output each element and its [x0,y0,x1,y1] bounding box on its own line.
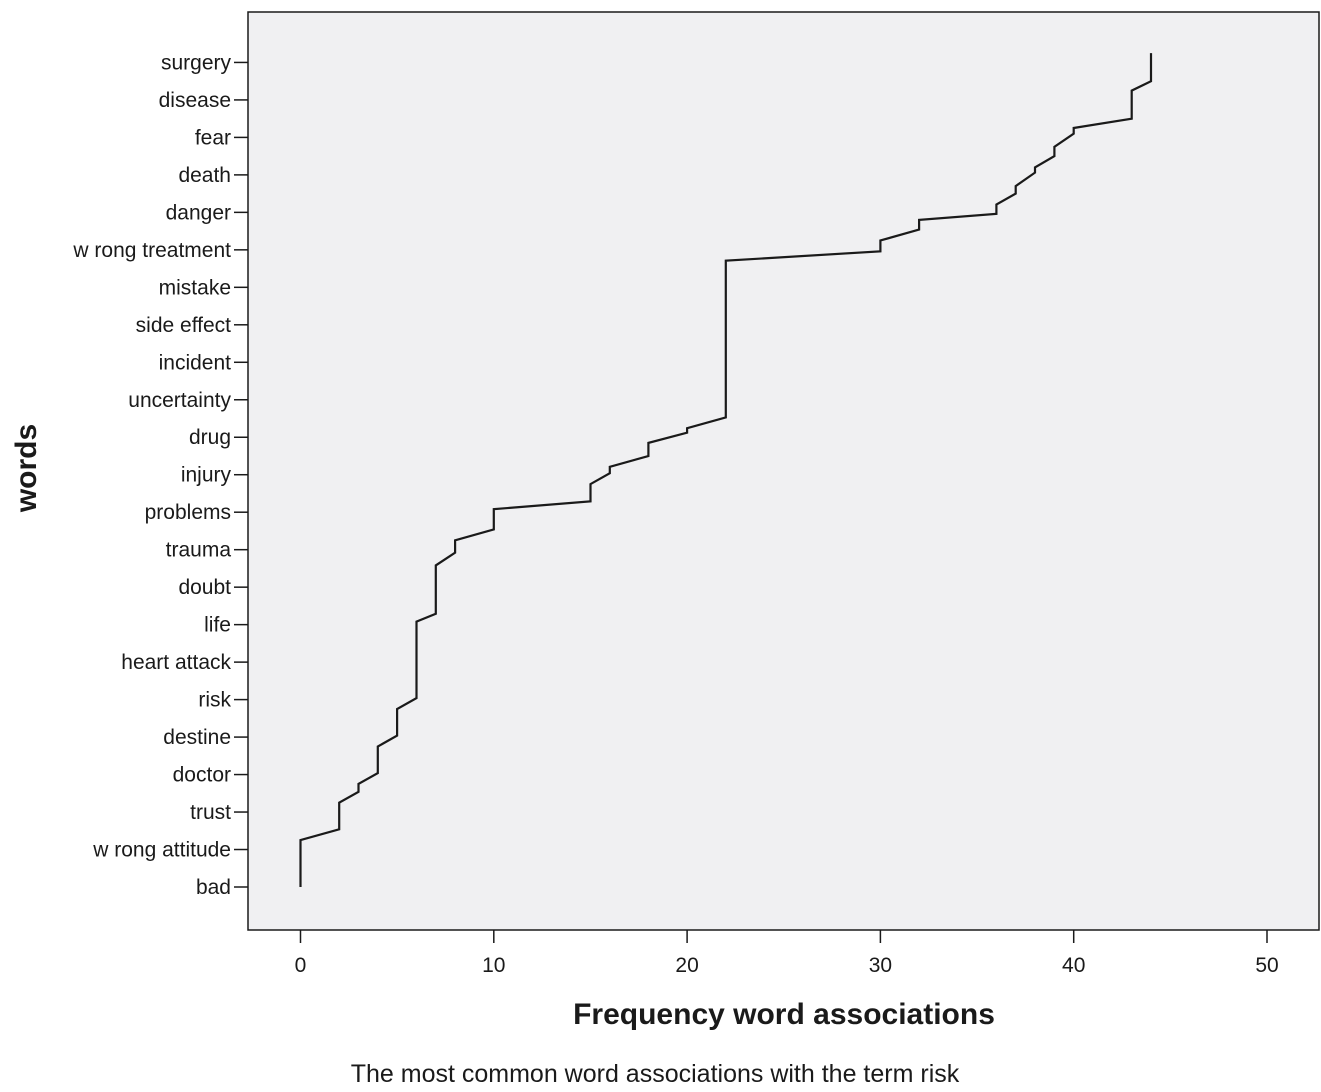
y-tick-label: life [204,614,231,637]
x-tick-label: 10 [482,954,505,977]
y-tick-label: problems [145,501,231,524]
y-tick-label: drug [189,426,231,449]
y-tick-label: w rong treatment [72,239,231,262]
y-axis: bad w rong attitude trust doctor destine risk… [72,51,248,899]
y-tick-label: uncertainty [128,389,231,412]
y-tick-label: bad [196,876,231,899]
x-tick-label: 40 [1062,954,1085,977]
y-tick-label: risk [198,689,231,712]
y-tick-label: fear [195,126,231,149]
y-tick-label: mistake [159,276,231,299]
series-line [299,53,1153,887]
y-tick-label: disease [159,89,231,112]
y-tick-label: w rong attitude [92,839,231,862]
x-tick-label: 50 [1255,954,1278,977]
y-tick-label: death [178,164,231,187]
y-tick-label: doubt [178,576,231,599]
x-tick-label: 0 [295,954,307,977]
y-tick-label: side effect [136,314,232,337]
y-tick-label: incident [159,351,232,374]
plot-area [247,11,1320,931]
x-tick-label: 20 [675,954,698,977]
y-tick-label: injury [181,464,232,487]
y-tick-label: heart attack [121,651,231,674]
y-tick-label: surgery [161,51,232,74]
y-tick-label: doctor [173,764,231,787]
y-tick-label: destine [163,726,231,749]
x-axis-title: Frequency word associations [573,998,995,1031]
y-tick-label: trust [190,801,231,824]
figure-caption: The most common word associations with t… [350,1060,960,1088]
y-tick-label: trauma [166,539,232,562]
x-tick-label: 30 [869,954,892,977]
x-axis: 0 10 20 30 40 50 [295,930,1279,977]
y-axis-title: words [10,424,43,513]
y-tick-label: danger [166,201,231,224]
